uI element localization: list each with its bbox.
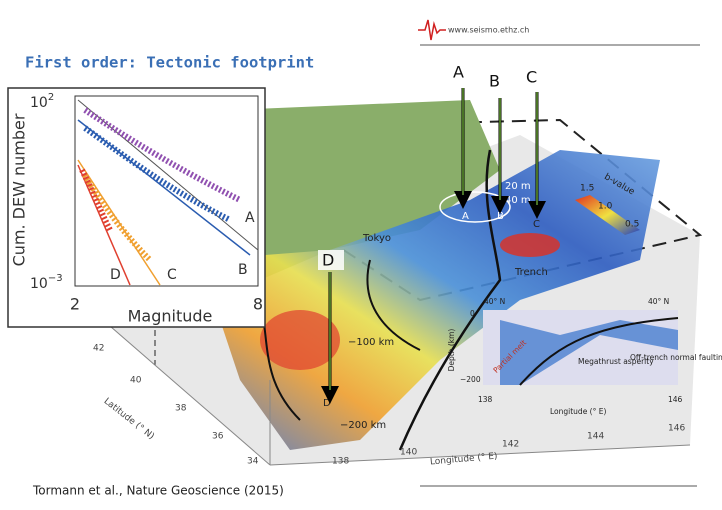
lat-tick: 36 [212, 432, 224, 442]
map-label: Trench [514, 267, 548, 278]
lon-tick: 146 [668, 424, 685, 434]
map-label: B [497, 211, 504, 222]
lat-tick: 34 [247, 457, 259, 467]
data-points [79, 168, 113, 232]
map-label: C [533, 219, 540, 230]
xs-tick: 138 [478, 395, 493, 404]
citation: Tormann et al., Nature Geoscience (2015) [32, 484, 284, 498]
xs-tick: 0 [470, 309, 475, 318]
x-axis-label: Magnitude [128, 307, 213, 326]
map-label: 40 m [505, 195, 531, 206]
xs-tick: −200 [460, 375, 481, 384]
curve-label: A [245, 210, 255, 226]
map-label: Tokyo [362, 233, 391, 244]
colorbar [575, 195, 640, 235]
curve-label: D [110, 267, 121, 283]
lon-tick: 142 [502, 440, 519, 450]
xs-axis-label: Longitude (° E) [550, 407, 606, 416]
y-tick-label: 10−3 [30, 273, 63, 292]
cross-section-slab [500, 320, 678, 385]
map-label: A [462, 211, 469, 222]
data-points [83, 107, 242, 203]
lon-tick: 138 [332, 457, 349, 467]
slab [200, 150, 660, 450]
data-points [83, 125, 232, 223]
fit-line [77, 164, 131, 286]
xs-axis-label: Depth (km) [447, 329, 456, 372]
xs-note: Off-trench normal faulting [630, 353, 722, 362]
slab-top [519, 317, 679, 386]
data-points [82, 173, 153, 263]
xs-note: Megathrust asperity [578, 357, 654, 366]
tick-base: 10 [30, 95, 48, 111]
inset-chart [7, 87, 266, 328]
colorbar-tick: 0.5 [625, 220, 639, 230]
xs-label: 40° N [484, 297, 505, 306]
x-tick-label: 2 [70, 295, 80, 314]
map-label: 20 m [505, 181, 531, 192]
lat-tick: 42 [93, 344, 104, 354]
arrow-label: A [453, 63, 464, 82]
xs-tick: 146 [668, 395, 683, 404]
arrow-label: C [526, 68, 537, 87]
contour [366, 259, 421, 351]
tick-exp: −3 [48, 273, 63, 284]
map-label: −100 km [348, 337, 394, 348]
lat-label: Latitude (° N) [102, 396, 156, 441]
logo-mark [418, 19, 446, 41]
x-tick-label: 8 [253, 295, 263, 314]
slip-contour [439, 191, 511, 223]
lon-tick: 144 [587, 432, 604, 442]
xs-label: 40° N [648, 297, 669, 306]
anomaly [500, 233, 560, 257]
map-label: −200 km [340, 420, 386, 431]
lon-tick: 140 [400, 448, 417, 458]
inset-plot [74, 95, 259, 287]
lat-tick: 40 [130, 376, 142, 386]
fit-line [77, 99, 259, 251]
logo-text: www.seismo.ethz.ch [448, 26, 529, 35]
land [190, 100, 500, 280]
curve-label: B [238, 262, 248, 278]
y-axis-label: Cum. DEW number [10, 113, 29, 266]
axis-frame [269, 444, 691, 466]
tick-exp: 2 [48, 92, 54, 103]
lat-tick: 38 [175, 404, 187, 414]
curve-label: C [167, 267, 177, 283]
colorbar-tick: 1.5 [580, 184, 594, 194]
slide-title: First order: Tectonic footprint [25, 54, 314, 72]
arrow-label: B [489, 72, 500, 91]
trench-line [398, 149, 502, 451]
label-box [318, 250, 344, 270]
colorbar-tick: 1.0 [598, 202, 613, 212]
tick-base: 10 [30, 276, 48, 292]
anomaly [260, 310, 340, 370]
y-tick-label: 102 [30, 92, 54, 111]
arrow-label: D [322, 251, 334, 270]
map-label: D [323, 398, 331, 409]
